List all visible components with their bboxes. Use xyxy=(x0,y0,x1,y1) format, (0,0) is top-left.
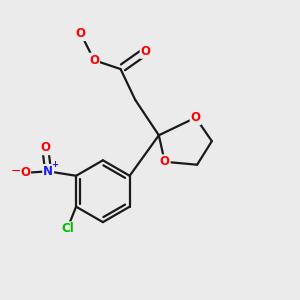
Text: O: O xyxy=(89,54,99,67)
Text: O: O xyxy=(160,155,170,168)
Text: O: O xyxy=(190,111,201,124)
Text: Cl: Cl xyxy=(61,222,74,235)
Text: N: N xyxy=(43,165,53,178)
Text: O: O xyxy=(20,166,30,179)
Text: O: O xyxy=(40,141,50,154)
Text: O: O xyxy=(76,27,86,40)
Text: +: + xyxy=(51,160,58,169)
Text: O: O xyxy=(141,45,151,58)
Text: −: − xyxy=(11,165,22,178)
